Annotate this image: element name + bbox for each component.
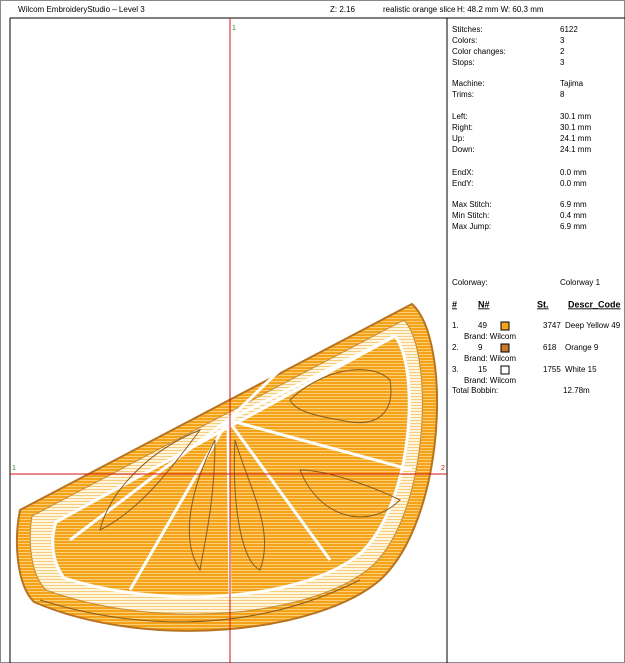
stat-value: 6.9 mm [560,200,587,209]
thread-description: Deep Yellow 49 [565,321,621,330]
colorway-label: Colorway: [452,278,488,287]
stat-label: Up: [452,134,464,143]
thread-description: Orange 9 [565,343,599,352]
stat-label: Down: [452,145,475,154]
row-index: 3. [452,365,459,374]
stat-value: 3 [560,36,565,45]
info-panel: Stitches: 6122 Colors: 3 Color changes: 2 Stop… [452,25,621,395]
stat-value: 24.1 mm [560,145,591,154]
stat-label: Machine: [452,79,484,88]
stat-value: 0.4 mm [560,211,587,220]
crosshair-label: 1 [232,25,236,32]
stitch-count: 3747 [543,321,561,330]
crosshair-label: 1 [12,465,16,472]
stat-label: Left: [452,112,468,121]
stat-label: Color changes: [452,47,506,56]
thread-brand: Brand: Wilcom [464,354,516,363]
thread-number: 15 [478,365,487,374]
stat-label: Colors: [452,36,477,45]
table-header: N# [478,299,490,309]
thread-brand: Brand: Wilcom [464,332,516,341]
design-name: realistic orange slice [383,5,456,14]
total-value: 12.78m [563,386,590,395]
thread-number: 49 [478,321,487,330]
zoom: Z: 2.16 [330,5,355,14]
stat-value: 0.0 mm [560,179,587,188]
stat-value: 8 [560,90,565,99]
swatch [500,343,510,353]
stat-label: Min Stitch: [452,211,489,220]
table-header: Descr_Code [568,299,621,309]
stitch-count: 1755 [543,365,561,374]
stat-value: 2 [560,47,565,56]
table-header: # [452,299,457,309]
stat-value: 24.1 mm [560,134,591,143]
row-index: 2. [452,343,459,352]
thread-number: 9 [478,343,483,352]
stat-label: EndX: [452,168,474,177]
stat-label: Trims: [452,90,474,99]
stat-value: 0.0 mm [560,168,587,177]
stat-label: Max Stitch: [452,200,492,209]
thread-description: White 15 [565,365,597,374]
stat-label: EndY: [452,179,473,188]
stat-value: 6.9 mm [560,222,587,231]
swatch [500,365,510,375]
table-header: St. [537,299,549,309]
stat-value: 3 [560,58,565,67]
thread-brand: Brand: Wilcom [464,376,516,385]
stat-value: 30.1 mm [560,123,591,132]
row-index: 1. [452,321,459,330]
total-label: Total Bobbin: [452,386,498,395]
colorway-value: Colorway 1 [560,278,601,287]
stat-label: Stitches: [452,25,483,34]
stitch-count: 618 [543,343,557,352]
swatch [500,321,510,331]
crosshair-label: 2 [441,465,445,472]
stat-label: Right: [452,123,473,132]
app-title: Wilcom EmbroideryStudio – Level 3 [18,5,145,14]
stat-value: 30.1 mm [560,112,591,121]
stat-value: 6122 [560,25,578,34]
stat-label: Max Jump: [452,222,491,231]
stat-value: Tajima [560,79,584,88]
design [16,302,438,632]
dimensions: H: 48.2 mm W: 60.3 mm [457,5,544,14]
stat-label: Stops: [452,58,475,67]
